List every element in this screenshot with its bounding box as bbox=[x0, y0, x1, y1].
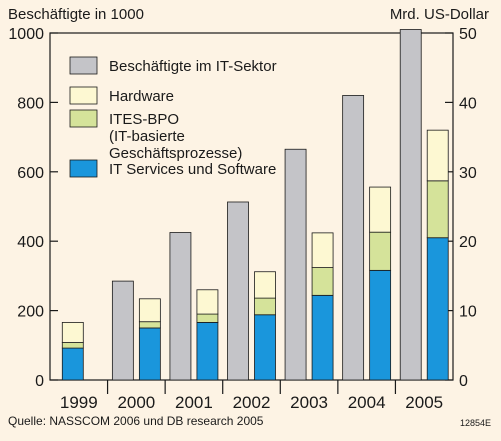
legend-swatch bbox=[69, 109, 98, 128]
left-axis-tick-label: 600 bbox=[17, 165, 44, 182]
ites-bpo-segment bbox=[311, 267, 334, 296]
legend-label: (IT-basierte bbox=[109, 128, 185, 145]
employees-bar bbox=[111, 280, 134, 381]
hardware-segment bbox=[254, 271, 276, 299]
legend-label: ITES-BPO bbox=[109, 111, 179, 128]
it-services-segment bbox=[254, 314, 276, 381]
ites-bpo-segment bbox=[196, 313, 219, 323]
employees-bar bbox=[342, 95, 365, 381]
it-services-segment bbox=[311, 294, 334, 381]
ites-bpo-segment bbox=[426, 180, 449, 239]
ites-bpo-segment bbox=[61, 342, 84, 349]
left-axis-tick-label: 0 bbox=[35, 373, 44, 390]
legend-swatch bbox=[69, 159, 98, 178]
it-services-segment bbox=[196, 321, 219, 381]
right-axis-tick-label: 0 bbox=[459, 373, 468, 390]
category-label: 2000 bbox=[117, 393, 155, 412]
right-axis-title: Mrd. US-Dollar bbox=[389, 6, 489, 23]
ites-bpo-segment bbox=[254, 297, 276, 316]
it-services-segment bbox=[61, 347, 84, 381]
left-axis-tick-label: 800 bbox=[17, 95, 44, 112]
right-axis-tick-label: 30 bbox=[459, 165, 477, 182]
employees-bar bbox=[227, 201, 249, 381]
legend-label: IT Services und Software bbox=[109, 161, 276, 178]
employees-bar bbox=[169, 232, 192, 381]
category-label: 2005 bbox=[405, 393, 443, 412]
hardware-segment bbox=[426, 129, 449, 182]
left-axis-tick-label: 400 bbox=[17, 234, 44, 251]
legend-swatch bbox=[69, 56, 98, 75]
right-axis-tick-label: 50 bbox=[459, 26, 477, 43]
ites-bpo-segment bbox=[369, 231, 392, 271]
figure-code: 12854E bbox=[459, 418, 491, 428]
left-axis-tick-label: 200 bbox=[17, 304, 44, 321]
legend-label: Hardware bbox=[109, 88, 174, 105]
hardware-segment bbox=[196, 289, 219, 315]
hardware-segment bbox=[369, 186, 392, 233]
it-services-segment bbox=[426, 237, 449, 381]
plot-frame bbox=[49, 32, 454, 381]
hardware-segment bbox=[138, 298, 161, 323]
hardware-segment bbox=[61, 321, 84, 343]
right-axis-tick-label: 20 bbox=[459, 234, 477, 251]
hardware-segment bbox=[311, 232, 334, 268]
legend-swatch bbox=[69, 86, 98, 105]
employees-bar bbox=[399, 29, 422, 381]
left-axis-tick-label: 1000 bbox=[8, 26, 44, 43]
legend-label: Geschäftsprozesse) bbox=[109, 145, 242, 162]
employees-bar bbox=[284, 148, 307, 381]
category-label: 2004 bbox=[348, 393, 386, 412]
right-axis-tick-label: 10 bbox=[459, 304, 477, 321]
legend-label: Beschäftigte im IT-Sektor bbox=[109, 58, 277, 75]
category-label: 1999 bbox=[60, 393, 98, 412]
category-label: 2003 bbox=[290, 393, 328, 412]
it-services-segment bbox=[369, 269, 392, 381]
category-label: 2001 bbox=[175, 393, 213, 412]
category-label: 2002 bbox=[233, 393, 271, 412]
left-axis-title: Beschäftigte in 1000 bbox=[8, 6, 144, 23]
source-note: Quelle: NASSCOM 2006 und DB research 200… bbox=[8, 414, 264, 428]
ites-bpo-segment bbox=[138, 321, 161, 329]
right-axis-tick-label: 40 bbox=[459, 95, 477, 112]
it-services-segment bbox=[138, 327, 161, 381]
